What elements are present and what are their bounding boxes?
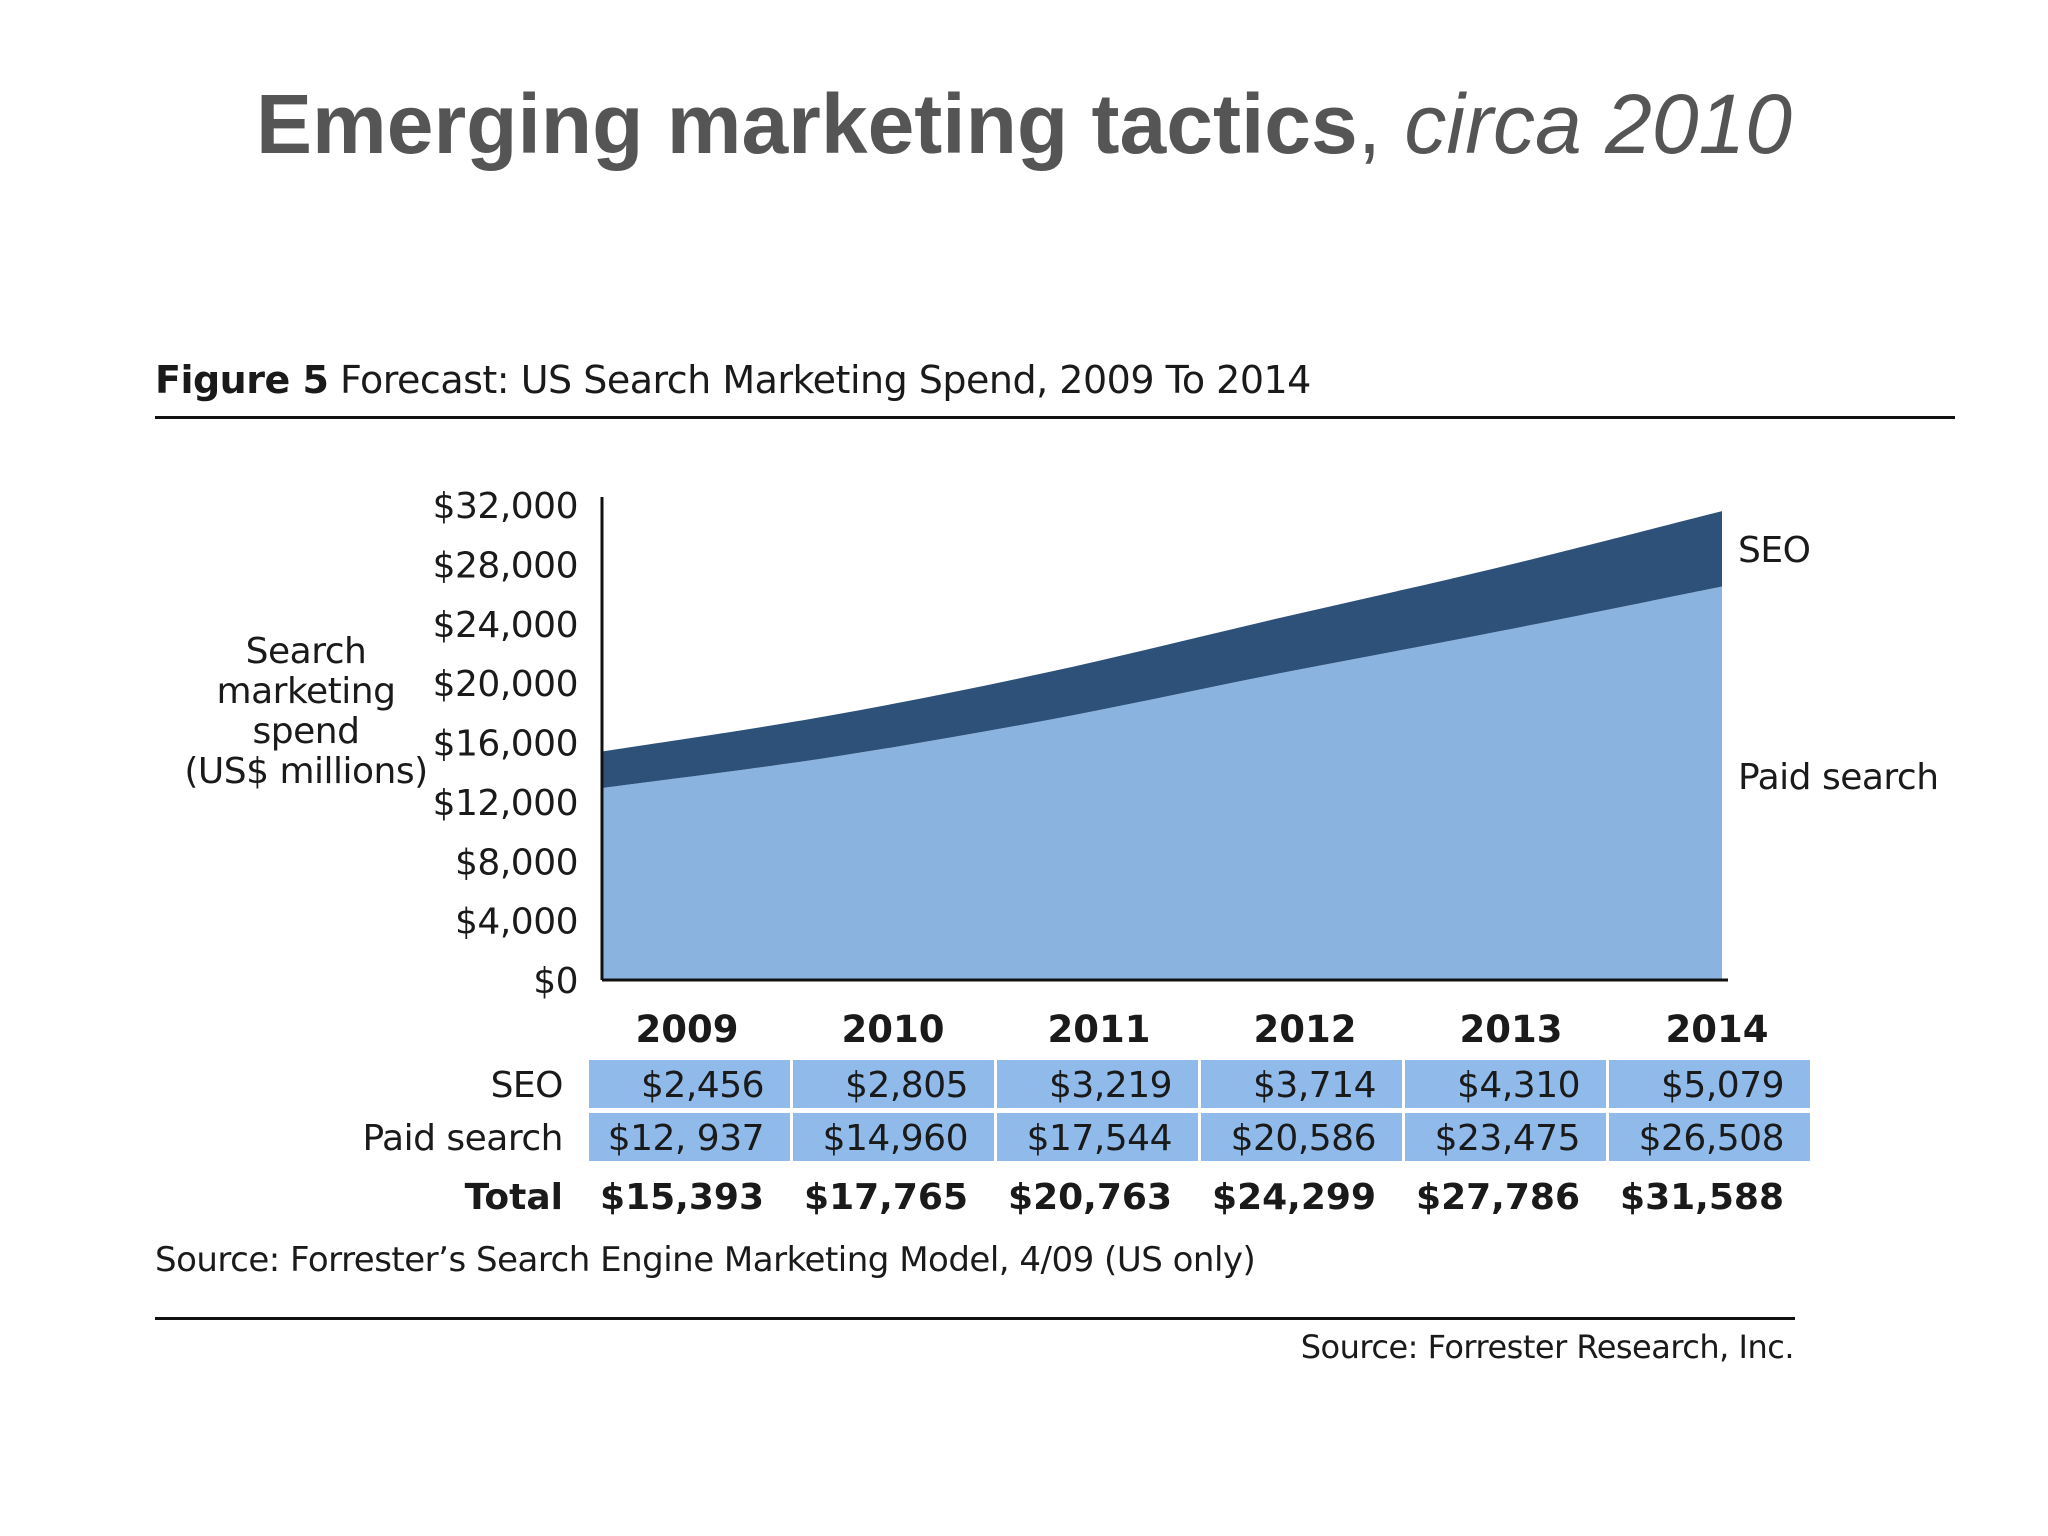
y-tick-label: $12,000 — [433, 783, 578, 824]
series-label-paid-search: Paid search — [1738, 757, 1939, 798]
total-value: $31,588 — [1620, 1177, 1784, 1218]
y-tick-label: $4,000 — [455, 902, 578, 943]
figure-top-rule — [155, 416, 1955, 419]
table-cell — [1201, 1113, 1402, 1161]
table-cell — [1609, 1113, 1810, 1161]
total-value: $15,393 — [600, 1177, 764, 1218]
total-value: $20,763 — [1008, 1177, 1172, 1218]
table-row-label: Paid search — [362, 1118, 563, 1159]
figure-bottom-rule — [155, 1317, 1795, 1320]
y-tick-label: $24,000 — [433, 605, 578, 646]
table-cell — [793, 1113, 994, 1161]
y-tick-label: $20,000 — [433, 664, 578, 705]
y-tick-label: $32,000 — [433, 486, 578, 527]
y-tick-label: $16,000 — [433, 724, 578, 765]
x-tick-label: 2011 — [1048, 1008, 1151, 1051]
table-cell — [1609, 1060, 1810, 1108]
series-area-seo — [602, 511, 1722, 788]
table-cell-value: $5,079 — [1661, 1065, 1784, 1106]
table-cell — [589, 1113, 790, 1161]
y-tick-label: $0 — [533, 961, 578, 1002]
table-cell — [997, 1060, 1198, 1108]
y-axis-label-line: (US$ millions) — [184, 751, 427, 792]
table-cell-value: $17,544 — [1027, 1118, 1172, 1159]
table-cell — [1405, 1060, 1606, 1108]
x-tick-label: 2012 — [1254, 1008, 1357, 1051]
table-row-label: SEO — [491, 1065, 563, 1106]
figure-source: Source: Forrester’s Search Engine Market… — [155, 1240, 1256, 1280]
table-cell-value: $2,456 — [641, 1065, 764, 1106]
total-row-label: Total — [465, 1177, 563, 1218]
x-tick-label: 2009 — [636, 1008, 739, 1051]
table-cell — [997, 1113, 1198, 1161]
figure-caption: Forecast: US Search Marketing Spend, 200… — [340, 358, 1311, 402]
table-cell-value: $20,586 — [1231, 1118, 1376, 1159]
x-tick-label: 2010 — [842, 1008, 945, 1051]
slide-title-italic: circa 2010 — [1404, 77, 1792, 171]
figure-credit: Source: Forrester Research, Inc. — [1300, 1328, 1795, 1366]
table-cell — [589, 1060, 790, 1108]
figure-number: Figure 5 — [155, 358, 329, 402]
series-area-paid-search — [602, 586, 1722, 980]
y-axis-label-line: Search — [246, 631, 367, 672]
y-tick-label: $8,000 — [455, 842, 578, 883]
total-value: $24,299 — [1212, 1177, 1376, 1218]
slide-title-bold: Emerging marketing tactics — [256, 77, 1358, 171]
x-tick-label: 2014 — [1666, 1008, 1769, 1051]
y-axis-label-line: marketing — [217, 671, 396, 712]
series-label-seo: SEO — [1738, 530, 1810, 571]
table-cell-value: $26,508 — [1639, 1118, 1784, 1159]
table-cell-value: $14,960 — [823, 1118, 968, 1159]
figure-heading: Figure 5 Forecast: US Search Marketing S… — [155, 358, 1311, 402]
table-cell-value: $3,219 — [1049, 1065, 1172, 1106]
table-cell-value: $4,310 — [1457, 1065, 1580, 1106]
total-value: $17,765 — [804, 1177, 968, 1218]
y-axis-label-line: spend — [253, 711, 360, 752]
slide-title-separator: , — [1357, 77, 1405, 171]
slide-title: Emerging marketing tactics, circa 2010 — [0, 78, 2048, 170]
table-cell — [793, 1060, 994, 1108]
table-cell-value: $12, 937 — [608, 1118, 764, 1159]
total-value: $27,786 — [1416, 1177, 1580, 1218]
table-cell-value: $3,714 — [1253, 1065, 1376, 1106]
y-tick-label: $28,000 — [433, 545, 578, 586]
table-cell — [1201, 1060, 1402, 1108]
x-tick-label: 2013 — [1460, 1008, 1563, 1051]
table-cell-value: $2,805 — [845, 1065, 968, 1106]
table-cell — [1405, 1113, 1606, 1161]
table-cell-value: $23,475 — [1435, 1118, 1580, 1159]
